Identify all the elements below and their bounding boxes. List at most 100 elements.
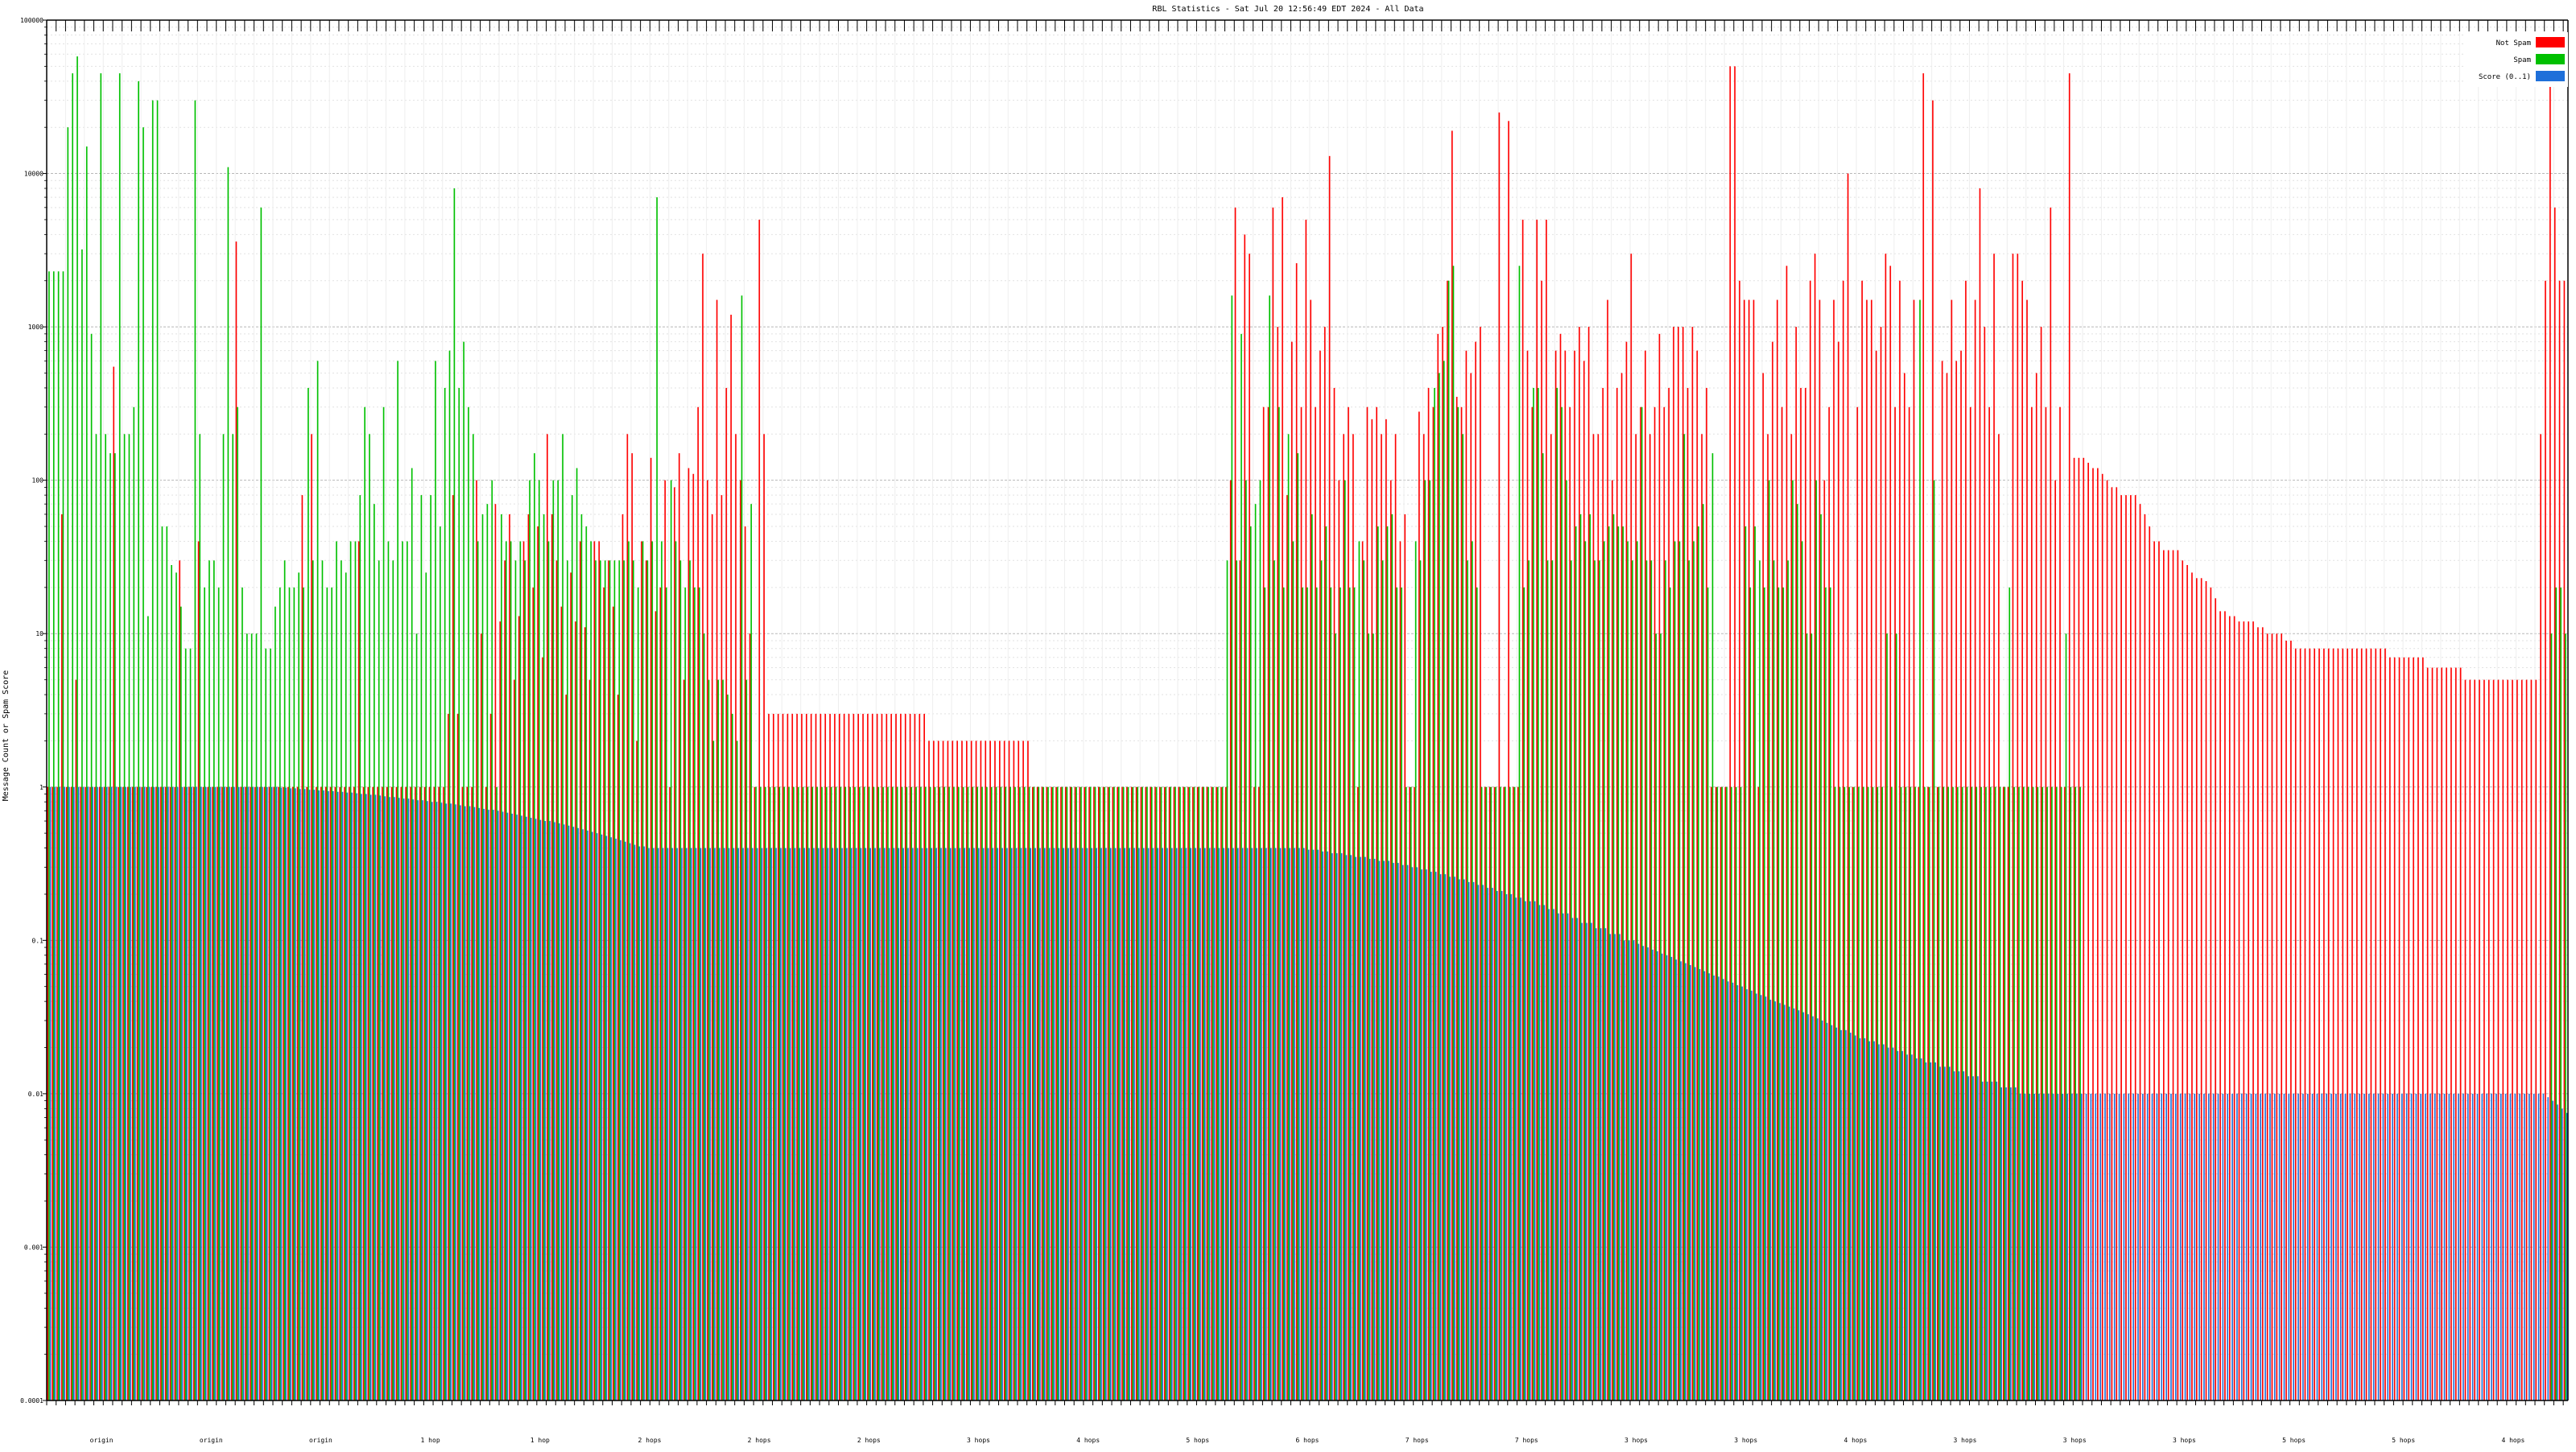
bar-score-135 (686, 848, 687, 1400)
bar-score-136 (690, 848, 692, 1400)
bar-score-155 (780, 848, 782, 1400)
bar-score-154 (775, 848, 777, 1400)
bar-not_spam-217 (1069, 786, 1071, 1400)
bar-not_spam-376 (1818, 299, 1821, 1400)
bar-score-38 (229, 786, 230, 1400)
bar-score-344 (1670, 956, 1673, 1400)
bar-score-46 (266, 786, 268, 1400)
bar-spam-97 (505, 541, 507, 1400)
bar-spam-250 (1226, 560, 1228, 1400)
bar-score-523 (2514, 1093, 2516, 1400)
bar-score-9 (92, 786, 94, 1400)
bar-not_spam-353 (1711, 786, 1712, 1400)
bar-spam-373 (1806, 633, 1808, 1400)
bar-not_spam-137 (692, 473, 695, 1400)
bar-score-315 (1534, 901, 1536, 1400)
bar-score-434 (2095, 1093, 2097, 1400)
bar-spam-260 (1274, 560, 1275, 1400)
bar-not_spam-373 (1805, 387, 1806, 1401)
x-group-label: 5 hops (1186, 1437, 1209, 1444)
bar-spam-270 (1320, 560, 1323, 1400)
bar-score-332 (1614, 934, 1616, 1400)
bar-not_spam-363 (1757, 786, 1760, 1400)
bar-score-423 (2043, 1093, 2045, 1400)
bar-score-441 (2128, 1093, 2130, 1400)
bar-score-51 (290, 788, 291, 1400)
bar-not_spam-252 (1234, 207, 1236, 1401)
bar-score-121 (620, 839, 621, 1400)
bar-score-384 (1859, 1037, 1861, 1400)
bar-score-528 (2537, 1093, 2540, 1400)
bar-spam-189 (939, 786, 941, 1400)
bar-score-162 (813, 848, 815, 1400)
bar-spam-336 (1632, 560, 1633, 1400)
bar-score-73 (394, 797, 395, 1400)
bar-spam-169 (844, 786, 847, 1400)
bar-not_spam-110 (565, 695, 568, 1400)
bar-not_spam-27 (174, 786, 176, 1400)
bar-score-457 (2203, 1093, 2205, 1400)
bar-not_spam-282 (1376, 406, 1377, 1400)
y-tick-label: 0.1 (32, 937, 44, 944)
bar-spam-127 (646, 560, 649, 1400)
bar-score-322 (1567, 913, 1569, 1400)
bar-score-337 (1637, 943, 1640, 1400)
bar-score-419 (2024, 1093, 2026, 1400)
bar-spam-75 (402, 541, 403, 1400)
bar-not_spam-395 (1908, 406, 1910, 1400)
bar-spam-115 (590, 541, 592, 1400)
bar-score-257 (1261, 848, 1262, 1400)
bar-spam-16 (123, 434, 126, 1400)
bar-spam-78 (415, 633, 418, 1400)
bar-score-226 (1114, 848, 1117, 1400)
bar-not_spam-113 (579, 541, 581, 1400)
bar-not_spam-69 (372, 786, 374, 1400)
bar-spam-307 (1495, 786, 1496, 1400)
bar-spam-142 (717, 679, 720, 1400)
bar-spam-212 (1047, 786, 1049, 1400)
bar-score-156 (785, 848, 786, 1400)
bar-spam-29 (184, 648, 187, 1400)
bar-spam-393 (1900, 786, 1902, 1400)
bar-not_spam-311 (1513, 786, 1514, 1400)
bar-score-55 (308, 790, 311, 1400)
bar-score-12 (106, 786, 108, 1400)
bar-score-474 (2283, 1093, 2285, 1400)
bar-score-345 (1675, 959, 1678, 1400)
bar-spam-328 (1594, 560, 1596, 1400)
bar-spam-176 (877, 786, 880, 1400)
bar-not_spam-138 (697, 406, 699, 1400)
bar-not_spam-168 (838, 713, 840, 1400)
bar-score-403 (1948, 1066, 1951, 1400)
bar-score-217 (1072, 848, 1074, 1400)
bar-not_spam-288 (1404, 514, 1406, 1401)
bar-score-235 (1157, 848, 1159, 1400)
bar-score-141 (714, 848, 716, 1400)
bar-not_spam-525 (2520, 679, 2523, 1400)
bar-spam-370 (1792, 480, 1794, 1401)
y-tick-label: 1 (39, 784, 43, 791)
bar-score-385 (1864, 1037, 1866, 1400)
bar-score-215 (1063, 848, 1065, 1400)
bar-score-88 (464, 806, 466, 1400)
bar-score-455 (2194, 1093, 2196, 1400)
bar-spam-185 (920, 786, 922, 1400)
bar-not_spam-235 (1154, 786, 1156, 1400)
bar-score-225 (1109, 848, 1112, 1400)
bar-score-391 (1892, 1047, 1894, 1400)
bar-spam-276 (1348, 587, 1351, 1400)
bar-not_spam-329 (1597, 434, 1600, 1400)
bar-score-33 (204, 786, 207, 1400)
bar-not_spam-167 (834, 713, 836, 1400)
bar-score-202 (1001, 848, 1003, 1400)
bar-score-2 (59, 786, 61, 1400)
bar-score-368 (1784, 1004, 1785, 1400)
bar-not_spam-197 (975, 740, 977, 1400)
bar-score-164 (822, 848, 824, 1400)
bar-not_spam-315 (1531, 406, 1534, 1400)
bar-score-13 (110, 786, 113, 1400)
bar-not_spam-327 (1587, 327, 1590, 1400)
bar-spam-44 (255, 633, 258, 1400)
bar-score-261 (1279, 848, 1282, 1400)
bar-score-388 (1878, 1044, 1880, 1400)
